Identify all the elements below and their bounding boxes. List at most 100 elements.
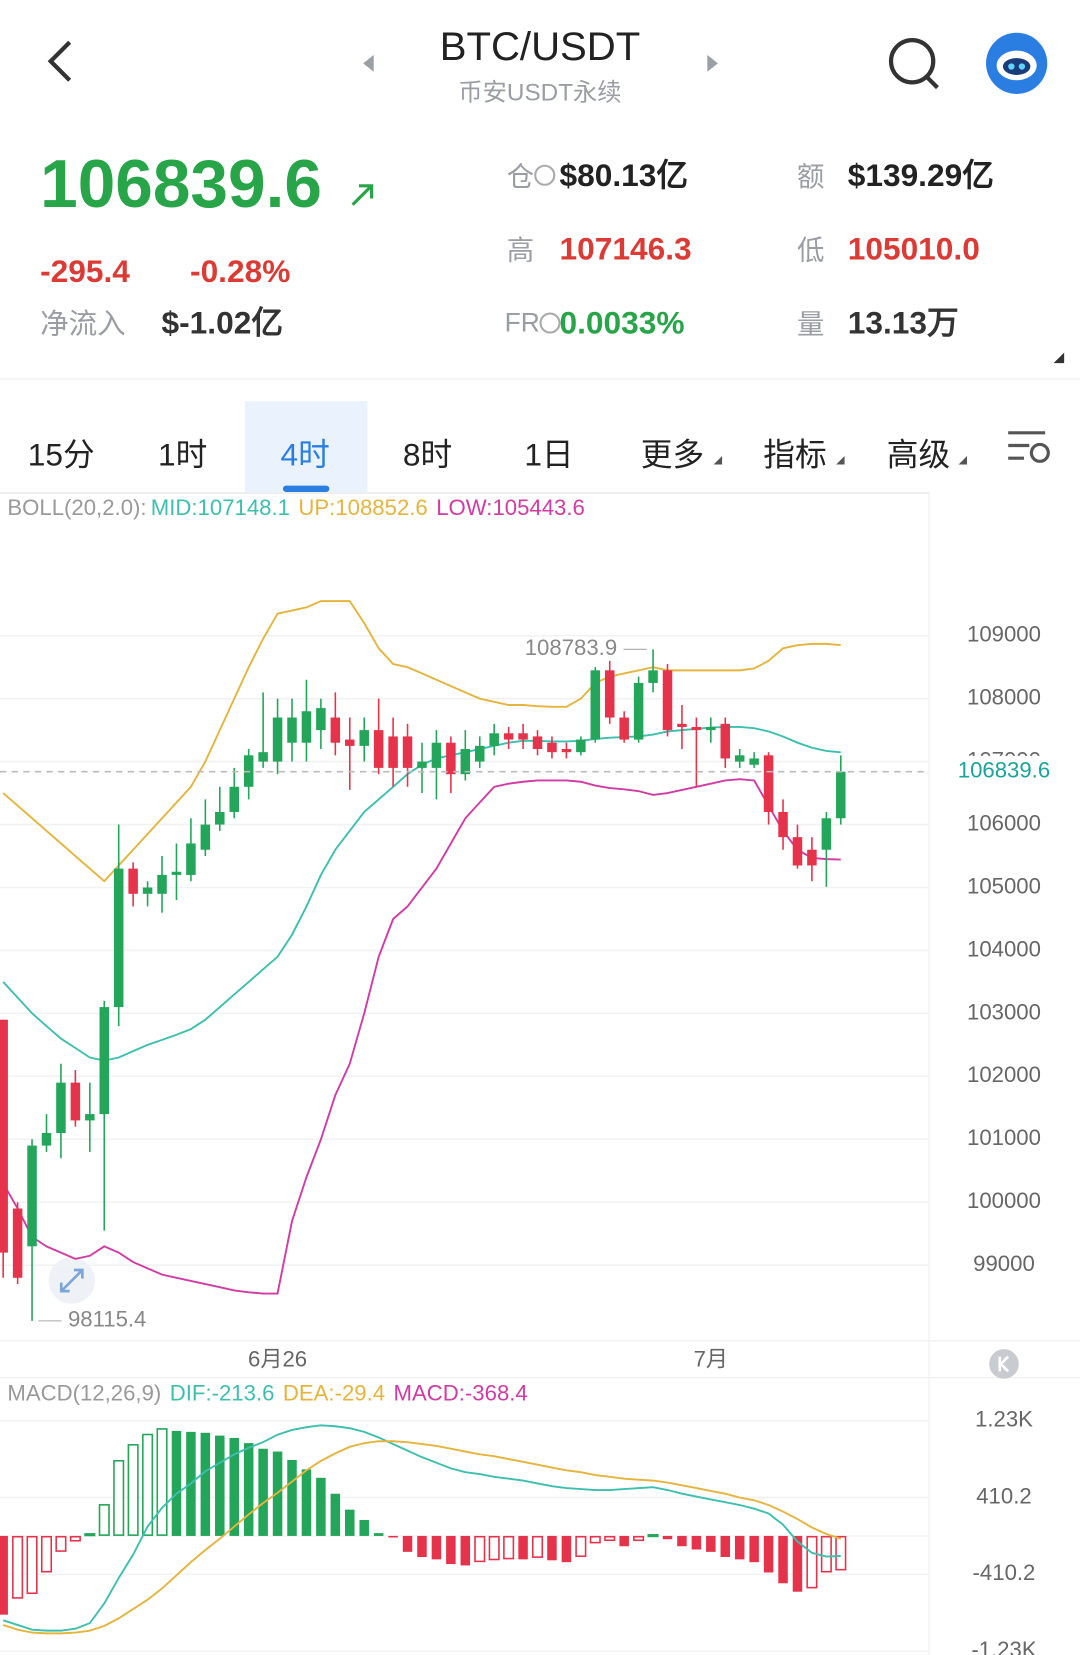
y-tick-label: 103000 [967,999,1041,1024]
candle-body [229,786,239,812]
tab[interactable]: 高级 [886,438,951,473]
y-tick-label: 104000 [967,936,1041,961]
legend-up: UP:108852.6 [298,495,427,520]
candle-body [41,1133,52,1146]
back-button[interactable] [47,40,72,82]
legend-low: LOW:105443.6 [436,495,585,520]
tab[interactable]: 1时 [157,438,208,473]
macd-bar [345,1509,355,1536]
candle-body [503,733,514,740]
avatar[interactable] [986,32,1048,94]
candle-body [402,736,413,768]
macd-line [2,1440,842,1635]
macd-bar [388,1535,398,1538]
macd-bar [575,1535,587,1558]
candle-body [301,711,312,743]
tab[interactable]: 更多 [640,438,705,473]
candle-body [258,752,268,762]
y-tick-label: 109000 [967,622,1041,647]
macd-bar [835,1535,847,1571]
candle-body [157,874,167,894]
candle-body [27,1145,37,1247]
stat-label: 量 [797,308,825,340]
tab[interactable]: 15分 [27,438,95,473]
candle-body [734,755,745,762]
tab-active[interactable]: 4时 [280,438,330,473]
macd-bar [402,1535,413,1552]
candle-body [749,758,759,765]
candle-body [417,761,427,768]
candle-body [475,745,485,762]
candle-body [561,749,572,753]
trend-arrow-head [358,184,374,199]
candle-body [677,723,687,727]
dropdown-mark [958,456,968,465]
macd-bar [763,1535,774,1573]
next-symbol[interactable] [707,54,718,72]
candle-body [576,739,586,753]
macd-bar [40,1535,53,1573]
stat-value: 0.0033% [559,306,685,341]
candle-body [604,670,615,718]
legend-macd: MACD:-368.4 [394,1380,528,1405]
candle-body [706,726,716,731]
candle-body [489,733,499,746]
macd-bar [258,1448,268,1536]
macd-bar [633,1535,645,1542]
candle-body [763,755,774,812]
macd-bar [460,1535,471,1566]
boll-line [2,778,841,1295]
y-tick-label: 100000 [967,1188,1041,1213]
stat-label: 低 [797,234,825,267]
macd-bar [589,1535,601,1544]
tab[interactable]: 8时 [402,438,453,473]
legend-title: MACD(12,26,9) [7,1380,161,1405]
info-icon[interactable] [534,164,556,186]
candle-body [128,868,138,894]
macd-bar [792,1535,803,1592]
info-icon[interactable] [539,312,561,334]
max-label: 108783.9 [525,635,617,660]
macd-bar [359,1519,369,1536]
price-change-pct: -0.28% [190,254,291,290]
current-price-label: 106839.6 [958,758,1050,783]
y-tick-label: 410.2 [976,1483,1031,1508]
search-button[interactable] [888,38,939,90]
macd-bar [330,1493,341,1536]
macd-bar [820,1535,832,1573]
macd-bar [0,1535,8,1615]
macd-bar [316,1477,326,1536]
settings-button[interactable] [1008,431,1050,463]
kline-toggle[interactable] [989,1349,1019,1379]
expand-corner[interactable] [1053,352,1065,364]
macd-bar [215,1435,225,1536]
stat-value: 105010.0 [847,232,980,268]
macd-bar [720,1535,731,1558]
candle-body [287,717,297,743]
stat-value: 107146.3 [559,232,692,268]
stat-label: 仓 [506,160,535,193]
candle-body [662,670,673,731]
y-tick-label: 101000 [967,1125,1041,1150]
macd-bar [446,1535,456,1565]
candle-body [70,1082,81,1121]
candle-body [590,670,601,740]
tab[interactable]: 指标 [763,438,827,473]
macd-bar [474,1535,486,1563]
current-price-box [933,755,1077,788]
candle-body [633,682,644,740]
dropdown-mark [713,456,723,465]
tab[interactable]: 1日 [524,438,574,473]
prev-symbol[interactable] [363,54,374,72]
macd-bar [417,1535,427,1558]
fullscreen-button[interactable] [48,1257,96,1304]
netflow: $-1.02亿 [161,306,284,341]
candle-body [532,736,543,750]
candle-body [518,733,528,740]
candle-body [619,717,629,740]
stat-label: 额 [797,160,825,193]
subtitle: 币安USDT永续 [458,78,622,106]
macd-line [2,1424,841,1632]
macd-bar [619,1535,629,1547]
